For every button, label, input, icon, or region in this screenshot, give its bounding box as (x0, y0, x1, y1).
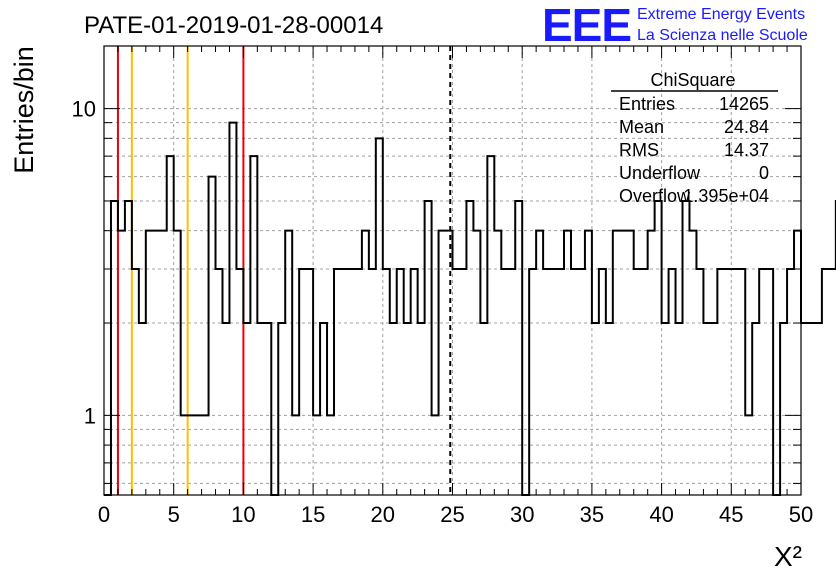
stats-value-entries: 14265 (719, 94, 769, 114)
x-axis-label: X² (774, 541, 802, 572)
stats-label-entries: Entries (619, 94, 675, 114)
x-tick-label: 30 (510, 502, 534, 527)
stats-value-rms: 14.37 (724, 140, 769, 160)
chart-title: PATE-01-2019-01-28-00014 (84, 12, 383, 39)
vertical-markers (116, 46, 452, 495)
stats-value-underflow: 0 (759, 163, 769, 183)
stats-value-mean: 24.84 (724, 117, 769, 137)
y-axis-label: Entries/bin (9, 46, 39, 174)
stats-box: ChiSquare Entries 14265 Mean 24.84 RMS 1… (611, 70, 778, 206)
y-tick-label: 10 (72, 97, 96, 122)
x-tick-label: 15 (301, 502, 325, 527)
stats-label-mean: Mean (619, 117, 664, 137)
x-tick-label: 25 (440, 502, 464, 527)
x-tick-label: 10 (231, 502, 255, 527)
stats-value-overflow: 1.395e+04 (683, 186, 769, 206)
x-tick-label: 0 (98, 502, 110, 527)
x-tick-label: 20 (371, 502, 395, 527)
x-tick-label: 40 (649, 502, 673, 527)
histogram (104, 121, 836, 496)
stats-label-rms: RMS (619, 140, 659, 160)
x-tick-label: 50 (789, 502, 813, 527)
axes: 0 5 10 15 20 25 30 35 40 45 50 1 10 (72, 45, 813, 527)
histogram-outline (104, 121, 836, 496)
stats-label-underflow: Underflow (619, 163, 701, 183)
stats-title: ChiSquare (650, 70, 735, 90)
x-tick-label: 45 (719, 502, 743, 527)
y-tick-label: 1 (84, 403, 96, 428)
org-name-line1: Extreme Energy Events (637, 6, 805, 23)
x-tick-label: 5 (168, 502, 180, 527)
org-name-line2: La Scienza nelle Scuole (637, 27, 808, 44)
stats-label-overflow: Overflow (619, 186, 691, 206)
eee-logo: EEE (542, 0, 631, 51)
x-tick-label: 35 (580, 502, 604, 527)
